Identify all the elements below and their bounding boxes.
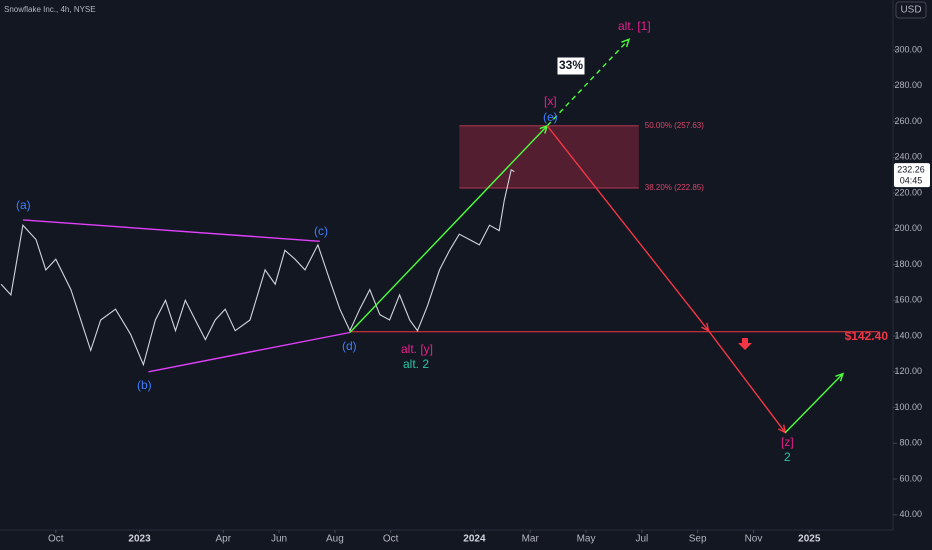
last-price-badge xyxy=(894,163,930,188)
wave-line xyxy=(546,38,630,127)
y-tick-label: 140.00 xyxy=(894,330,922,340)
price-line xyxy=(0,168,515,367)
wave-label: (a) xyxy=(16,198,31,212)
x-tick-label: Jul xyxy=(635,534,648,545)
y-tick-label: 280.00 xyxy=(894,80,922,90)
y-tick-label: 200.00 xyxy=(894,223,922,233)
x-tick-label: May xyxy=(577,534,596,545)
y-tick-label: 100.00 xyxy=(894,402,922,412)
y-tick-label: 120.00 xyxy=(894,366,922,376)
x-tick-label: Apr xyxy=(215,534,231,545)
wave-label: [z] xyxy=(781,435,794,449)
wave-arrowhead xyxy=(701,322,710,332)
fib-level-label: 38.20% (222.85) xyxy=(645,183,704,192)
currency: USD xyxy=(900,5,921,16)
y-tick-label: 240.00 xyxy=(894,152,922,162)
y-tick-label: 220.00 xyxy=(894,187,922,197)
fib-level-label: 50.00% (257.63) xyxy=(645,121,704,130)
x-tick-label: Oct xyxy=(48,534,64,545)
wave-label: alt. [y] xyxy=(401,342,433,356)
y-tick-label: 60.00 xyxy=(899,473,922,483)
y-tick-label: 260.00 xyxy=(894,116,922,126)
x-tick-label: Jun xyxy=(271,534,287,545)
x-tick-label: 2024 xyxy=(463,534,486,545)
x-tick-label: Aug xyxy=(326,534,344,545)
x-tick-label: Nov xyxy=(745,534,763,545)
percent-box xyxy=(556,56,586,76)
y-tick-label: 160.00 xyxy=(894,295,922,305)
wave-label: alt. 2 xyxy=(403,357,429,371)
target-label: $142.40 xyxy=(845,329,889,343)
wave-arrowhead xyxy=(621,38,631,48)
x-tick-label: 2023 xyxy=(128,534,151,545)
wave-label: (e) xyxy=(543,110,558,124)
wave-label: 2 xyxy=(784,450,791,464)
y-tick-label: 180.00 xyxy=(894,259,922,269)
countdown-label: 04:45 xyxy=(900,176,923,186)
wave-arrowhead xyxy=(835,372,845,382)
currency-box[interactable] xyxy=(895,1,927,19)
wave-line xyxy=(22,219,320,242)
wave-label: alt. [1] xyxy=(618,19,651,33)
x-tick-label: Oct xyxy=(383,534,399,545)
x-tick-label: Mar xyxy=(522,534,540,545)
wave-label: [x] xyxy=(544,94,557,108)
y-tick-label: 300.00 xyxy=(894,44,922,54)
fib-zone xyxy=(459,125,639,188)
plot xyxy=(0,38,878,434)
wave-label: (d) xyxy=(342,339,357,353)
y-tick-label: 80.00 xyxy=(899,438,922,448)
chart-title: Snowflake Inc., 4h, NYSE xyxy=(4,5,96,14)
down-arrow-icon xyxy=(738,338,752,350)
x-tick-label: Sep xyxy=(689,534,707,545)
wave-line xyxy=(349,125,548,333)
wave-label: (c) xyxy=(314,224,328,238)
percent-label: 33% xyxy=(559,58,583,72)
last-price-label: 232.26 xyxy=(897,165,925,175)
wave-line xyxy=(784,373,844,434)
x-tick-label: 2025 xyxy=(798,534,821,545)
y-tick-label: 40.00 xyxy=(899,509,922,519)
wave-line xyxy=(148,331,351,373)
wave-label: (b) xyxy=(137,378,152,392)
